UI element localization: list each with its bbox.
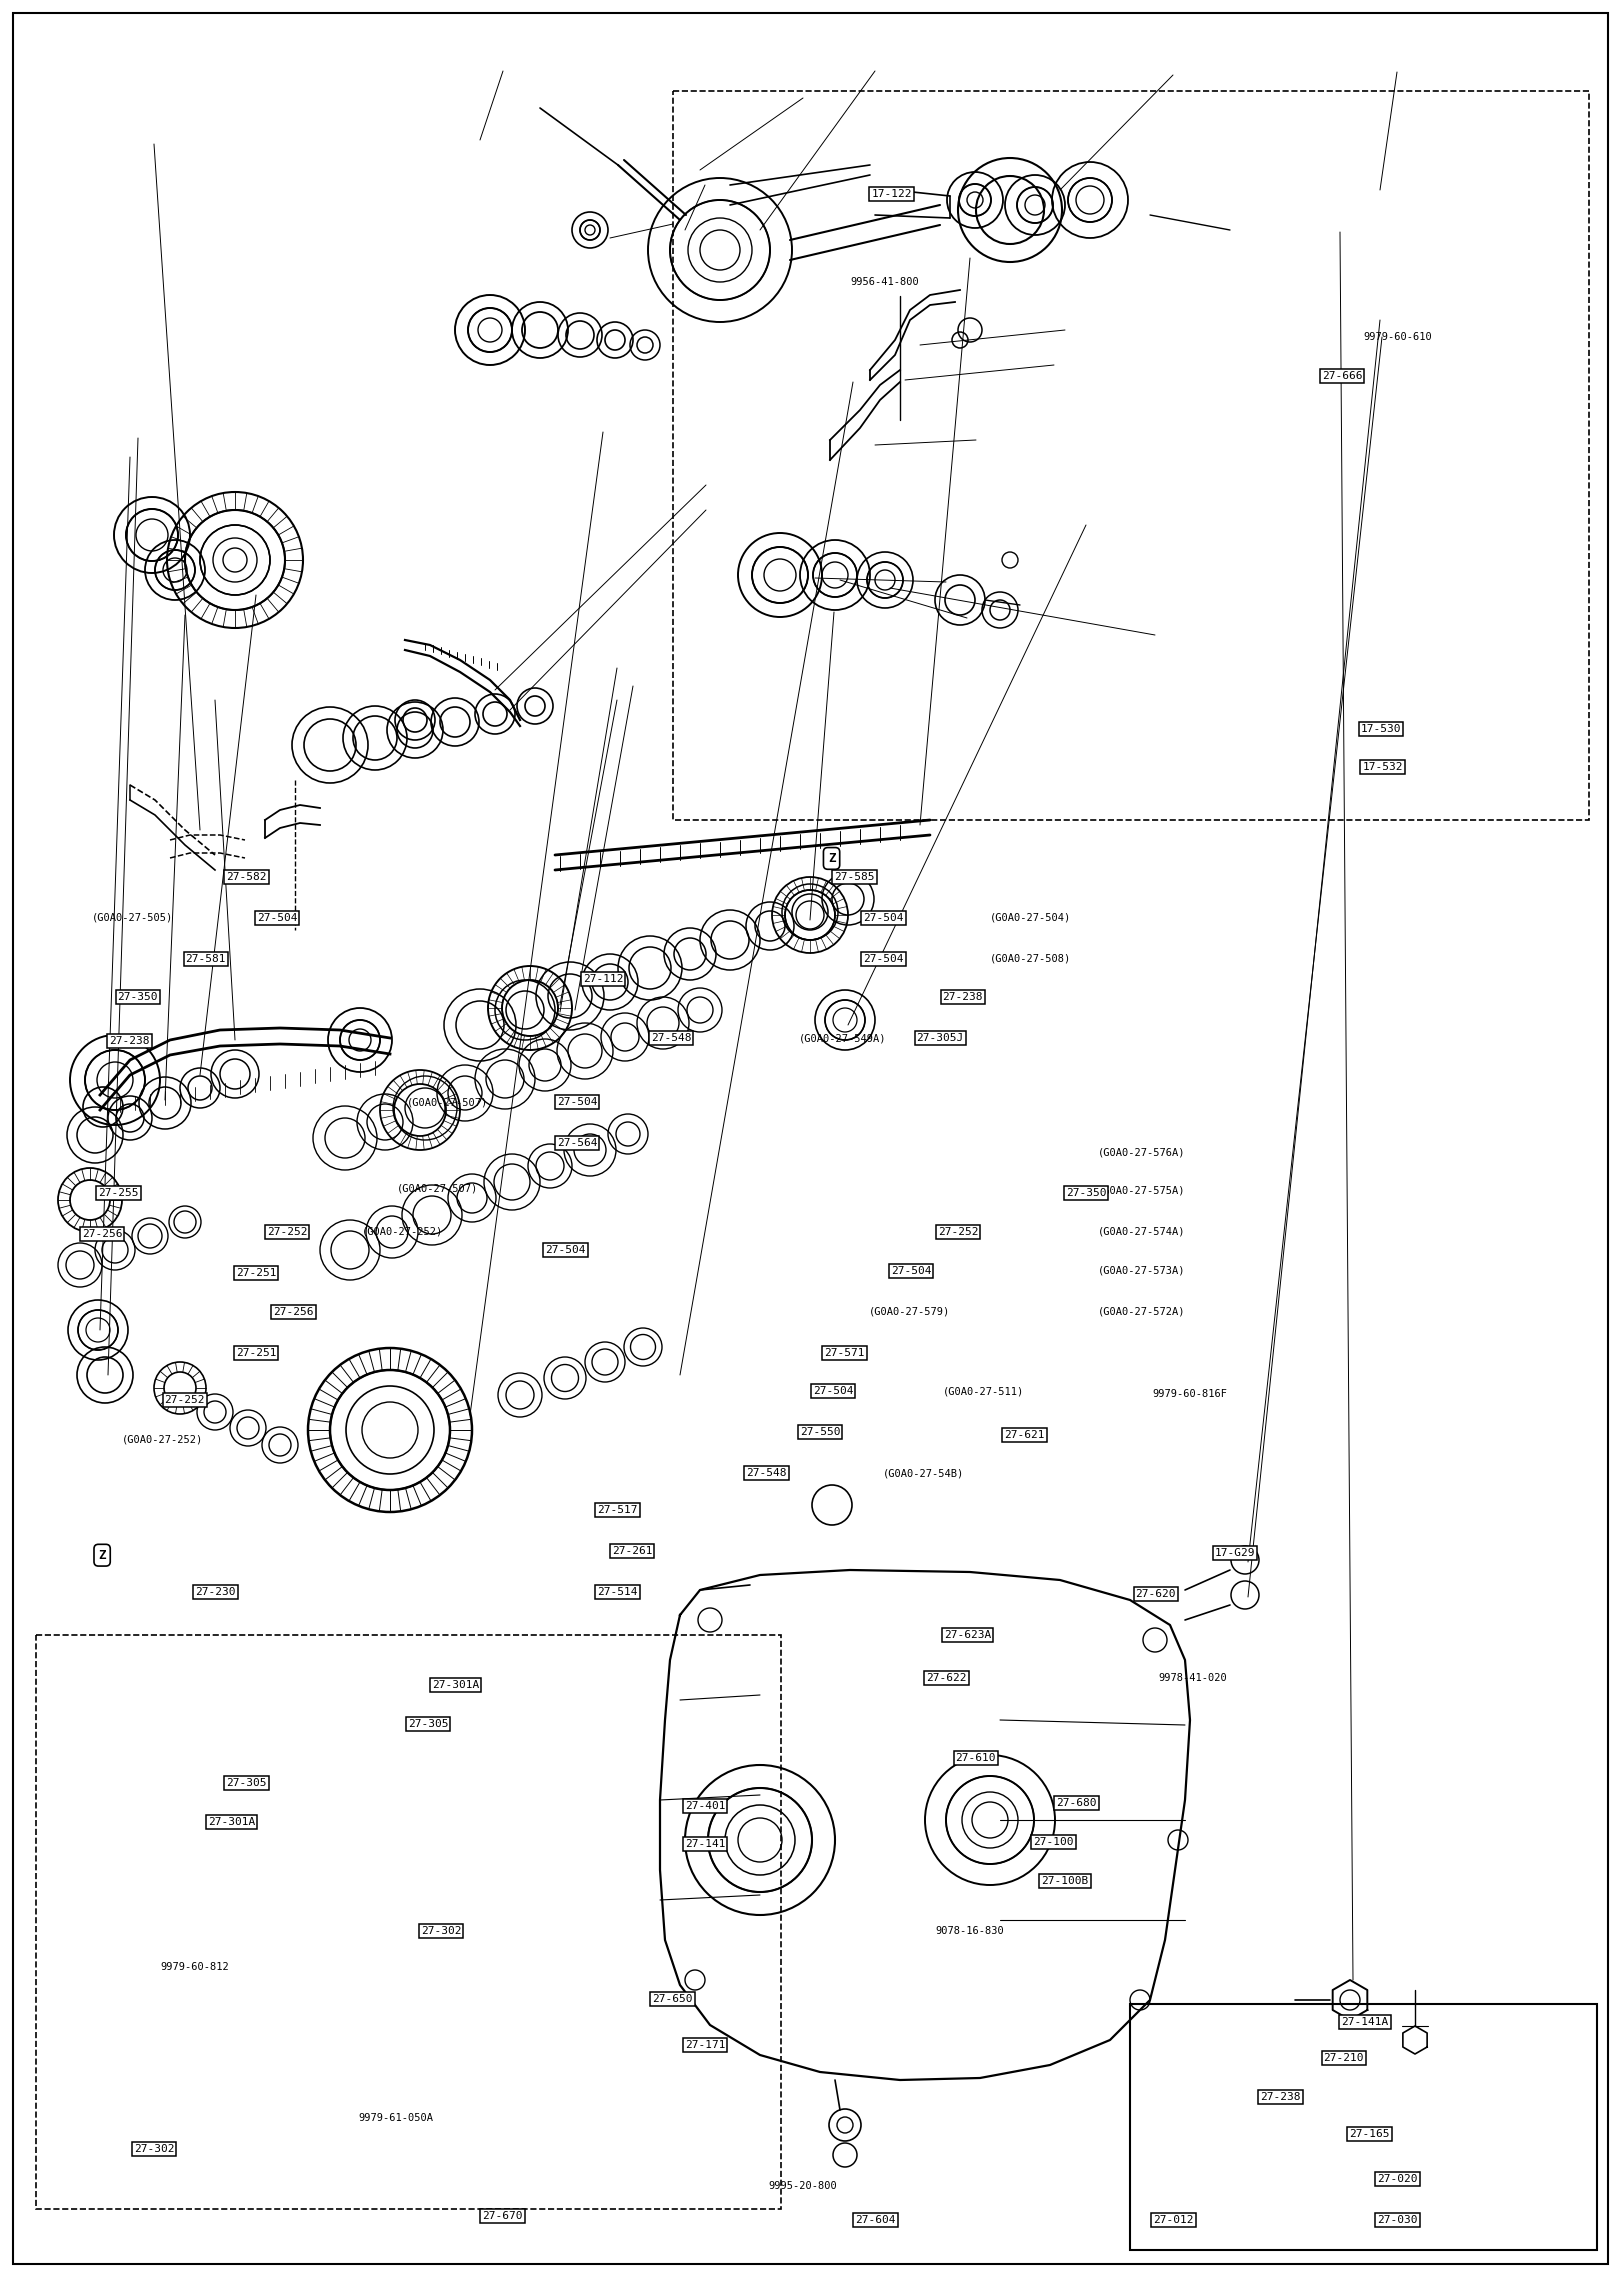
- Text: 17-G29: 17-G29: [1216, 1548, 1255, 1557]
- Text: 27-302: 27-302: [421, 1926, 460, 1935]
- Text: 27-305: 27-305: [408, 1719, 447, 1728]
- Text: (G0A0-27-507): (G0A0-27-507): [407, 1098, 488, 1107]
- Text: 27-171: 27-171: [686, 2040, 725, 2049]
- Text: 27-251: 27-251: [237, 1348, 276, 1357]
- Text: (G0A0-27-549A): (G0A0-27-549A): [799, 1034, 887, 1043]
- Text: (G0A0-27-507): (G0A0-27-507): [397, 1184, 478, 1193]
- Text: 27-210: 27-210: [1324, 2054, 1363, 2063]
- Text: 27-252: 27-252: [939, 1227, 977, 1236]
- Text: 27-548: 27-548: [747, 1469, 786, 1478]
- Text: 27-571: 27-571: [825, 1348, 864, 1357]
- Text: 27-230: 27-230: [196, 1587, 235, 1596]
- Text: 27-252: 27-252: [267, 1227, 306, 1236]
- Text: (G0A0-27-575A): (G0A0-27-575A): [1097, 1186, 1185, 1195]
- Text: 27-517: 27-517: [598, 1505, 637, 1514]
- Text: 9956-41-800: 9956-41-800: [851, 278, 919, 287]
- Text: 27-514: 27-514: [598, 1587, 637, 1596]
- Text: (G0A0-27-505): (G0A0-27-505): [92, 913, 173, 922]
- Text: 27-604: 27-604: [856, 2216, 895, 2225]
- Text: 27-112: 27-112: [584, 975, 622, 984]
- Text: 27-650: 27-650: [653, 1995, 692, 2004]
- Text: 27-582: 27-582: [227, 872, 266, 881]
- Text: 9979-60-816F: 9979-60-816F: [1153, 1389, 1227, 1398]
- Text: (G0A0-27-252): (G0A0-27-252): [122, 1435, 203, 1444]
- Text: 27-350: 27-350: [1067, 1189, 1106, 1198]
- Text: 17-122: 17-122: [872, 189, 911, 198]
- Text: 27-623A: 27-623A: [943, 1630, 992, 1639]
- Text: 9978-41-020: 9978-41-020: [1159, 1674, 1227, 1683]
- Bar: [1130, 2004, 1597, 2250]
- Text: (G0A0-27-252): (G0A0-27-252): [361, 1227, 443, 1236]
- Text: (G0A0-27-504): (G0A0-27-504): [990, 913, 1071, 922]
- Text: 17-532: 17-532: [1363, 763, 1402, 772]
- Text: 27-350: 27-350: [118, 993, 157, 1002]
- Text: 27-504: 27-504: [864, 954, 903, 963]
- Bar: [673, 91, 1589, 820]
- Text: 9995-20-800: 9995-20-800: [768, 2181, 836, 2190]
- Text: 27-504: 27-504: [864, 913, 903, 922]
- Text: 27-141A: 27-141A: [1341, 2017, 1389, 2027]
- Text: 27-301A: 27-301A: [207, 1817, 256, 1826]
- Text: 27-256: 27-256: [274, 1307, 313, 1316]
- Text: (G0A0-27-511): (G0A0-27-511): [943, 1387, 1024, 1396]
- Text: 27-305J: 27-305J: [916, 1034, 964, 1043]
- Text: (G0A0-27-576A): (G0A0-27-576A): [1097, 1148, 1185, 1157]
- Text: 27-550: 27-550: [801, 1428, 840, 1437]
- Text: 27-548: 27-548: [652, 1034, 691, 1043]
- Text: 27-620: 27-620: [1136, 1589, 1175, 1598]
- Text: 27-238: 27-238: [943, 993, 982, 1002]
- Text: (G0A0-27-508): (G0A0-27-508): [990, 954, 1071, 963]
- Text: 9979-60-812: 9979-60-812: [160, 1963, 229, 1972]
- Text: 27-504: 27-504: [892, 1266, 930, 1275]
- Text: 27-305: 27-305: [227, 1778, 266, 1787]
- Text: 27-020: 27-020: [1378, 2175, 1417, 2184]
- Text: 27-012: 27-012: [1154, 2216, 1193, 2225]
- Text: 27-252: 27-252: [165, 1396, 204, 1405]
- Text: 17-530: 17-530: [1362, 724, 1401, 733]
- Text: 27-238: 27-238: [1261, 2093, 1300, 2102]
- Text: 27-165: 27-165: [1350, 2129, 1389, 2138]
- Text: 27-100: 27-100: [1034, 1838, 1073, 1847]
- Text: 27-141: 27-141: [686, 1840, 725, 1849]
- Text: 27-504: 27-504: [558, 1098, 597, 1107]
- Text: 27-581: 27-581: [186, 954, 225, 963]
- Text: (G0A0-27-54B): (G0A0-27-54B): [883, 1469, 964, 1478]
- Text: 27-251: 27-251: [237, 1268, 276, 1277]
- Text: 27-621: 27-621: [1005, 1430, 1044, 1439]
- Text: 27-504: 27-504: [814, 1387, 853, 1396]
- Text: 27-670: 27-670: [483, 2211, 522, 2220]
- Text: 27-504: 27-504: [258, 913, 297, 922]
- Text: (G0A0-27-579): (G0A0-27-579): [869, 1307, 950, 1316]
- Text: Z: Z: [828, 852, 835, 865]
- Text: 27-610: 27-610: [956, 1753, 995, 1762]
- Text: 27-585: 27-585: [835, 872, 874, 881]
- Text: 27-256: 27-256: [83, 1230, 122, 1239]
- Text: 27-301A: 27-301A: [431, 1680, 480, 1690]
- Text: (G0A0-27-574A): (G0A0-27-574A): [1097, 1227, 1185, 1236]
- Text: (G0A0-27-573A): (G0A0-27-573A): [1097, 1266, 1185, 1275]
- Text: 27-255: 27-255: [99, 1189, 138, 1198]
- Text: 27-401: 27-401: [686, 1801, 725, 1810]
- Text: 27-564: 27-564: [558, 1138, 597, 1148]
- Text: 27-680: 27-680: [1057, 1799, 1096, 1808]
- Text: Z: Z: [99, 1548, 105, 1562]
- Text: 27-100B: 27-100B: [1041, 1876, 1089, 1885]
- Bar: [36, 1635, 781, 2209]
- Text: 27-261: 27-261: [613, 1546, 652, 1555]
- Text: 9979-61-050A: 9979-61-050A: [358, 2113, 433, 2122]
- Text: 27-622: 27-622: [927, 1674, 966, 1683]
- Text: 27-302: 27-302: [135, 2145, 173, 2154]
- Text: 27-238: 27-238: [110, 1036, 149, 1045]
- Text: 27-666: 27-666: [1323, 371, 1362, 380]
- Text: 9078-16-830: 9078-16-830: [935, 1926, 1003, 1935]
- Text: 27-504: 27-504: [546, 1246, 585, 1255]
- Text: (G0A0-27-572A): (G0A0-27-572A): [1097, 1307, 1185, 1316]
- Text: 27-030: 27-030: [1378, 2216, 1417, 2225]
- Text: 9979-60-610: 9979-60-610: [1363, 332, 1431, 342]
